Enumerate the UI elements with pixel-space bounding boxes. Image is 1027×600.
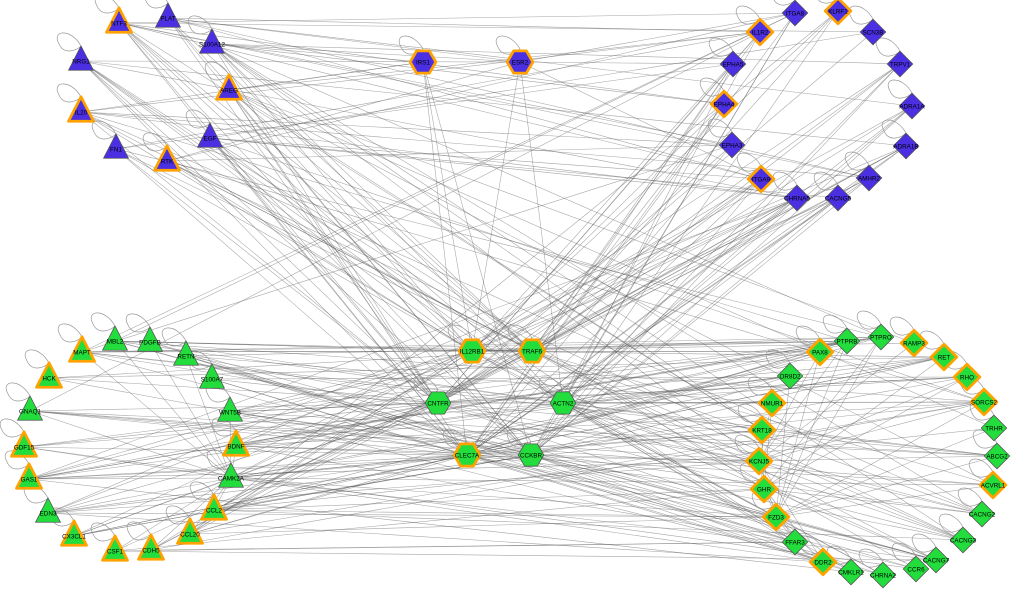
svg-text:EGF: EGF bbox=[204, 136, 217, 143]
svg-text:TRPV1: TRPV1 bbox=[890, 62, 911, 69]
svg-text:FFAR3: FFAR3 bbox=[785, 540, 805, 547]
svg-text:PTPRB: PTPRB bbox=[837, 339, 858, 346]
svg-text:TRAF6: TRAF6 bbox=[522, 349, 542, 356]
svg-text:SCN3B: SCN3B bbox=[863, 30, 884, 37]
svg-text:ABCG2: ABCG2 bbox=[986, 454, 1008, 461]
svg-text:HCK: HCK bbox=[42, 376, 56, 383]
svg-text:CMKLR1: CMKLR1 bbox=[838, 570, 864, 577]
svg-text:ESR2: ESR2 bbox=[512, 60, 529, 67]
svg-text:CACNG3: CACNG3 bbox=[950, 538, 977, 545]
svg-text:RET: RET bbox=[938, 355, 951, 362]
svg-text:CDH5: CDH5 bbox=[142, 548, 160, 555]
svg-text:CAMK2A: CAMK2A bbox=[218, 476, 245, 483]
svg-text:RHO: RHO bbox=[960, 375, 974, 382]
svg-text:KLRF1: KLRF1 bbox=[828, 9, 848, 16]
svg-text:CX3CL1: CX3CL1 bbox=[62, 534, 86, 541]
svg-text:EPHA5: EPHA5 bbox=[723, 62, 744, 69]
svg-text:ACVRL1: ACVRL1 bbox=[981, 483, 1006, 490]
svg-text:MAPT: MAPT bbox=[73, 350, 91, 357]
svg-text:RTK: RTK bbox=[161, 159, 174, 166]
svg-text:OR8D2: OR8D2 bbox=[780, 374, 801, 381]
svg-text:ACTN2: ACTN2 bbox=[553, 401, 574, 408]
svg-text:MBL2: MBL2 bbox=[107, 339, 124, 346]
svg-text:ADRA1A: ADRA1A bbox=[899, 104, 925, 111]
svg-text:CCL20: CCL20 bbox=[180, 532, 200, 539]
svg-text:PAX8: PAX8 bbox=[812, 350, 828, 357]
svg-text:NTF3: NTF3 bbox=[111, 21, 127, 28]
svg-text:ITGA8: ITGA8 bbox=[786, 11, 805, 18]
svg-text:CSF1: CSF1 bbox=[107, 549, 124, 556]
svg-text:IL20: IL20 bbox=[75, 110, 88, 117]
svg-text:WNT5B: WNT5B bbox=[219, 410, 241, 417]
svg-text:AMHR2: AMHR2 bbox=[858, 176, 881, 183]
svg-text:PLAT: PLAT bbox=[160, 16, 175, 23]
svg-text:RETN: RETN bbox=[177, 354, 195, 361]
svg-text:KRT18: KRT18 bbox=[752, 428, 772, 435]
svg-text:IL12RB1: IL12RB1 bbox=[460, 349, 485, 356]
svg-text:CHRNA2: CHRNA2 bbox=[870, 573, 896, 580]
svg-text:NMUR1: NMUR1 bbox=[761, 401, 784, 408]
svg-text:DDR2: DDR2 bbox=[814, 560, 832, 567]
svg-text:BDNF: BDNF bbox=[227, 444, 244, 451]
svg-text:RAMP3: RAMP3 bbox=[903, 341, 925, 348]
svg-text:CACNG7: CACNG7 bbox=[923, 558, 950, 565]
svg-text:PTPRO: PTPRO bbox=[870, 335, 892, 342]
svg-text:GHR: GHR bbox=[757, 487, 771, 494]
svg-text:PDGFB: PDGFB bbox=[139, 340, 161, 347]
svg-text:CACNG5: CACNG5 bbox=[825, 196, 852, 203]
svg-text:TRHR: TRHR bbox=[985, 426, 1003, 433]
svg-text:GAS1: GAS1 bbox=[21, 477, 38, 484]
svg-text:CCL2: CCL2 bbox=[206, 508, 223, 515]
svg-text:ADRA1B: ADRA1B bbox=[893, 144, 918, 151]
svg-text:CCR6: CCR6 bbox=[907, 567, 925, 574]
svg-text:GDF15: GDF15 bbox=[14, 445, 35, 452]
svg-text:NRG1: NRG1 bbox=[72, 59, 90, 66]
svg-text:CLEC7A: CLEC7A bbox=[455, 453, 480, 460]
svg-text:EPHA4: EPHA4 bbox=[714, 102, 735, 109]
svg-text:ITGA9: ITGA9 bbox=[752, 177, 771, 184]
svg-text:SORCS2: SORCS2 bbox=[971, 400, 997, 407]
svg-text:IL1R2: IL1R2 bbox=[752, 30, 769, 37]
svg-text:FZD3: FZD3 bbox=[768, 515, 784, 522]
svg-text:CNTFR: CNTFR bbox=[427, 401, 449, 408]
svg-text:CHRNA5: CHRNA5 bbox=[784, 196, 810, 203]
svg-text:KCNJ5: KCNJ5 bbox=[749, 459, 769, 466]
svg-text:S100A7: S100A7 bbox=[201, 377, 224, 384]
svg-text:IRS1: IRS1 bbox=[416, 60, 430, 67]
svg-text:EDN3: EDN3 bbox=[40, 511, 57, 518]
svg-text:S100A12: S100A12 bbox=[199, 42, 225, 49]
svg-text:AREG: AREG bbox=[220, 88, 238, 95]
svg-text:CACNG2: CACNG2 bbox=[969, 512, 996, 519]
svg-text:CCKBR: CCKBR bbox=[520, 453, 542, 460]
svg-text:EPHA3: EPHA3 bbox=[722, 143, 743, 150]
svg-text:GNAQ1: GNAQ1 bbox=[19, 409, 42, 416]
svg-text:FN1: FN1 bbox=[110, 147, 122, 154]
